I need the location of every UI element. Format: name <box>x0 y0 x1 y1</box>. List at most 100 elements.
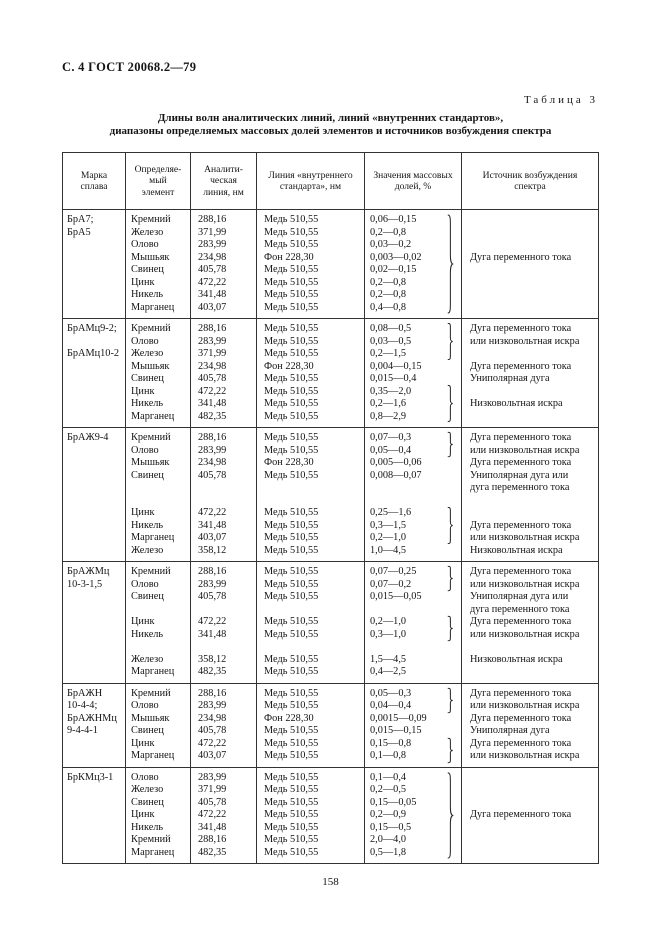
excitation-source: или низковольтная искра <box>470 700 580 711</box>
standard-line-value: Медь 510,55 <box>264 289 319 300</box>
analytical-line-value: 371,99 <box>198 784 227 795</box>
excitation-source-cell: Дуга переменного тока или низковольтная и… <box>462 562 598 683</box>
brace-icon <box>447 214 453 314</box>
mass-fraction-value: 0,015—0,15 <box>370 725 422 736</box>
excitation-source <box>470 386 596 399</box>
element-name: Никель <box>131 821 164 833</box>
excitation-source: Униполярная дуга <box>470 725 550 736</box>
element-name: Цинк <box>131 809 155 820</box>
mass-fraction-value: 0,015—0,4 <box>370 373 417 384</box>
mass-fraction-value: 0,15—0,5 <box>370 821 412 833</box>
analytical-line-value: 288,16 <box>198 214 227 225</box>
alloy-mark: БрАЖН <box>67 687 103 699</box>
analytical-line-value: 283,99 <box>198 335 227 347</box>
brace-icon <box>447 616 453 641</box>
standard-line-value: Медь 510,55 <box>264 566 319 577</box>
analytical-line-value: 472,22 <box>198 616 227 627</box>
mass-fraction-value: 0,04—0,4 <box>370 700 412 711</box>
excitation-source: Низковольтная искра <box>470 398 563 409</box>
mass-fraction-value: 0,4—2,5 <box>370 666 407 677</box>
element-name: Железо <box>131 348 164 359</box>
page-header: С. 4 ГОСТ 20068.2—79 <box>62 60 197 74</box>
analytical-line-value: 472,22 <box>198 507 227 518</box>
excitation-source <box>470 289 596 302</box>
excitation-source: Дуга переменного тока <box>470 519 572 531</box>
excitation-source <box>470 239 596 252</box>
mass-fraction-value: 1,0—4,5 <box>370 544 407 556</box>
excitation-source <box>470 411 596 424</box>
element-name: Железо <box>131 653 164 665</box>
alloy-group-brazhn-brazhnmc: БрАЖН 10-4-4; БрАЖНМц 9-4-4-1 Кремний Олово М… <box>63 683 598 768</box>
mass-fraction-value: 0,3—1,5 <box>370 519 407 531</box>
element-name: Свинец <box>131 469 164 481</box>
standard-line-value: Медь 510,55 <box>264 264 319 275</box>
standard-line-value <box>264 641 362 654</box>
brace-icon <box>447 385 453 422</box>
excitation-source: Униполярная дуга или <box>470 591 569 602</box>
standard-line-value: Медь 510,55 <box>264 432 319 443</box>
standard-line-value: Медь 510,55 <box>264 653 319 665</box>
analytical-line-cell: 283,99 371,99 405,78 472,22 341,48 288,16 482,… <box>191 767 257 863</box>
excitation-source: или низковольтная искра <box>470 335 580 347</box>
excitation-source: или низковольтная искра <box>470 628 580 640</box>
element-name: Свинец <box>131 591 164 602</box>
standard-line-value: Медь 510,55 <box>264 398 319 409</box>
excitation-source-cell: Дуга переменного тока или низковольтная и… <box>462 684 598 767</box>
element-name: Марганец <box>131 666 175 677</box>
mass-fraction-value: 0,02—0,15 <box>370 264 417 275</box>
mass-fraction-value: 0,2—1,0 <box>370 532 407 543</box>
mass-fraction-value: 0,2—0,8 <box>370 289 407 300</box>
standard-line-cell: Медь 510,55 Медь 510,55 Медь 510,55 Фон 228… <box>257 319 365 427</box>
alloy-mark: БрАМц10-2 <box>67 348 120 359</box>
analytical-line-value: 405,78 <box>198 725 227 736</box>
table-header-cell: Значения массовых долей, % <box>365 153 462 209</box>
table-header-cell: Линия «внутреннего стандарта», нм <box>257 153 365 209</box>
element-name: Мышьяк <box>131 251 170 263</box>
standard-line-cell: Медь 510,55 Медь 510,55 Фон 228,30 Медь 510… <box>257 428 365 561</box>
element-name: Кремний <box>131 323 171 334</box>
standard-line-value: Фон 228,30 <box>264 712 314 724</box>
standard-line-cell: Медь 510,55 Медь 510,55 Медь 510,55 Медь 51… <box>257 767 365 863</box>
standard-line-value: Медь 510,55 <box>264 578 319 590</box>
analytical-line-value: 234,98 <box>198 457 227 468</box>
alloy-mark: БрКМц3-1 <box>67 771 114 783</box>
analytical-line-value <box>198 482 254 495</box>
element-name <box>131 495 188 508</box>
analytical-line-value: 472,22 <box>198 276 227 288</box>
standard-line-value: Медь 510,55 <box>264 373 319 384</box>
alloy-mark <box>67 336 123 349</box>
excitation-source: Дуга переменного тока <box>470 251 572 263</box>
excitation-source-cell: Дуга переменного тока или низковольтная и… <box>462 319 598 427</box>
standard-line-value: Медь 510,55 <box>264 616 319 627</box>
element-name: Марганец <box>131 410 175 422</box>
element-name: Кремний <box>131 214 171 225</box>
excitation-source: Униполярная дуга или <box>470 469 569 481</box>
element-cell: Кремний Олово Железо Мышьяк Свинец Цинк Никель… <box>126 319 191 427</box>
analytical-line-value: 405,78 <box>198 796 227 808</box>
alloy-mark-cell: БрАЖН 10-4-4; БрАЖНМц 9-4-4-1 <box>63 683 126 767</box>
alloy-group-bramc9-2: БрАМц9-2; БрАМц10-2 Кремний Олово Железо Мыш… <box>63 319 598 428</box>
standard-line-value: Фон 228,30 <box>264 360 314 372</box>
alloy-mark: БрАМц9-2; <box>67 323 117 334</box>
analytical-line-value: 472,22 <box>198 737 227 749</box>
mass-fraction-value: 0,5—1,8 <box>370 846 407 858</box>
excitation-source <box>470 797 596 810</box>
analytical-line-value: 358,12 <box>198 653 227 665</box>
excitation-source <box>470 666 596 679</box>
analytical-line-cell: 288,16 371,99 283,99 234,98 405,78 472,22 341,… <box>191 210 257 318</box>
element-name: Цинк <box>131 737 155 749</box>
analytical-line-cell: 288,16 283,99 234,98 405,78 472,22 403,07 <box>191 683 257 767</box>
excitation-source: Дуга переменного тока <box>470 432 572 443</box>
excitation-source: или низковольтная искра <box>470 444 580 456</box>
mass-fraction-value <box>370 495 459 508</box>
standard-line-value: Медь 510,55 <box>264 725 319 736</box>
element-name: Железо <box>131 784 164 795</box>
element-name: Цинк <box>131 276 155 288</box>
excitation-source <box>470 264 596 277</box>
standard-line-value: Медь 510,55 <box>264 519 319 531</box>
analytical-line-cell: 288,16 283,99 405,78 472,22 341,48 358,12 482,… <box>191 562 257 683</box>
mass-fraction-value: 0,03—0,5 <box>370 335 412 347</box>
table-title: Длины волн аналитических линий, линий «в… <box>109 112 552 137</box>
analytical-line-value: 482,35 <box>198 666 227 677</box>
